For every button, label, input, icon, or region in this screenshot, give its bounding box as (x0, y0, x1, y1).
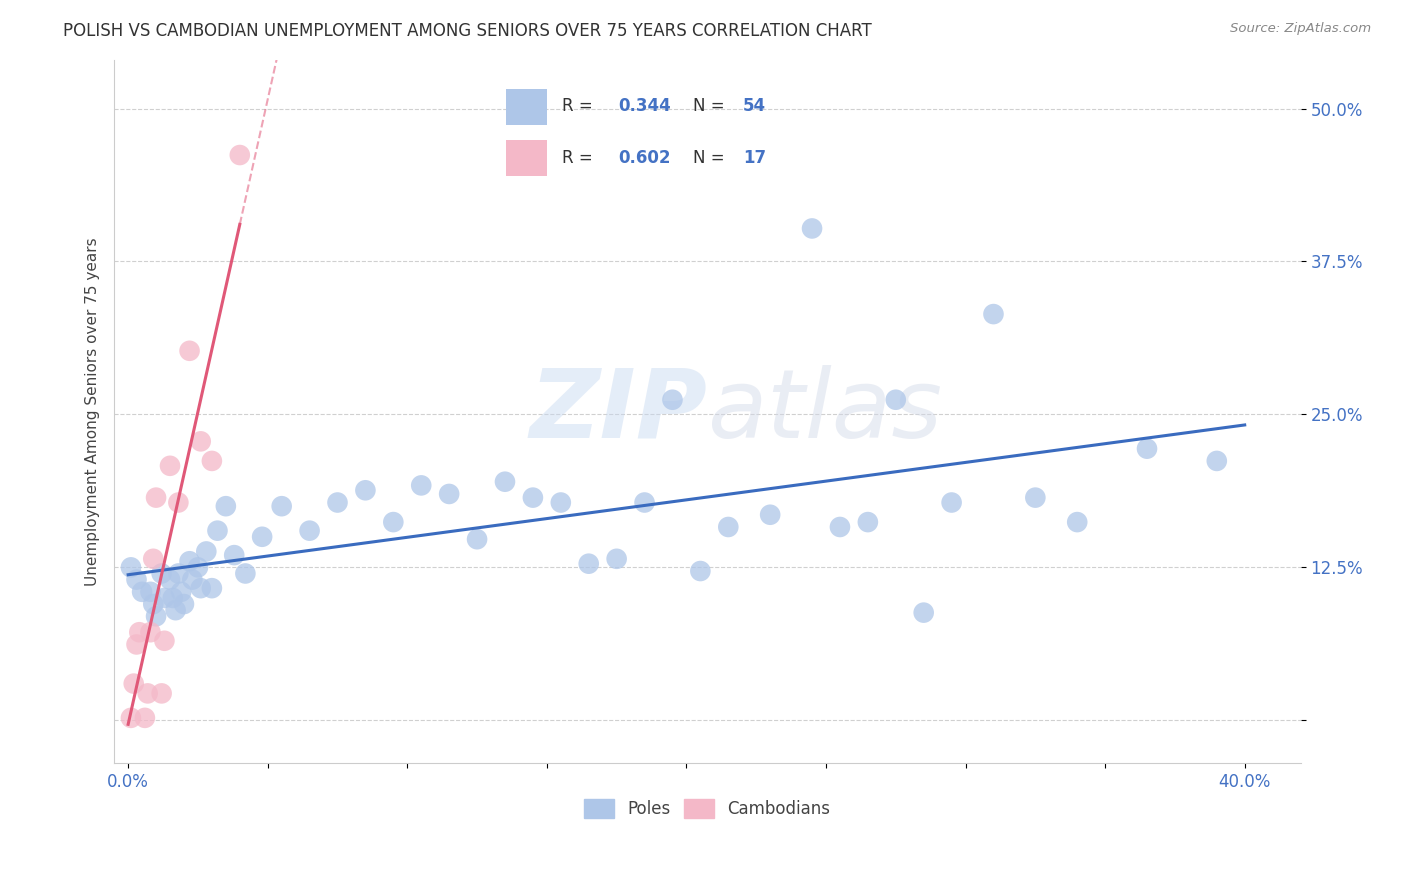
Point (153, 591, 176, 605)
Text: Source: ZipAtlas.com: Source: ZipAtlas.com (1230, 22, 1371, 36)
Point (759, 508, 782, 522)
Point (215, 499, 238, 513)
Legend: Poles, Cambodians: Poles, Cambodians (578, 793, 837, 825)
Point (128, 625, 150, 640)
Point (201, 454, 224, 468)
Point (689, 564, 711, 578)
Point (136, 686, 159, 700)
Point (150, 686, 173, 700)
Point (411, 478, 433, 492)
Point (1205, 454, 1227, 468)
Point (941, 495, 963, 509)
Point (250, 530, 273, 544)
Point (139, 584, 162, 599)
Point (326, 495, 349, 509)
Point (229, 148, 252, 162)
Point (190, 581, 212, 595)
Point (181, 573, 204, 587)
Point (578, 557, 600, 571)
Text: atlas: atlas (707, 365, 942, 458)
Point (125, 637, 148, 651)
Point (235, 566, 257, 581)
Point (153, 633, 176, 648)
Point (195, 544, 218, 558)
Point (120, 711, 142, 725)
Point (159, 573, 181, 587)
Point (125, 573, 148, 587)
Point (912, 606, 935, 620)
Point (801, 221, 824, 235)
Point (122, 676, 145, 690)
Point (298, 524, 321, 538)
Point (1024, 491, 1046, 505)
Point (661, 392, 683, 407)
Point (187, 560, 209, 574)
Text: ZIP: ZIP (530, 365, 707, 458)
Point (224, 548, 246, 562)
Point (139, 625, 162, 640)
Point (131, 584, 153, 599)
Point (167, 495, 190, 509)
Point (494, 475, 516, 489)
Point (167, 566, 190, 581)
Point (884, 392, 907, 407)
Point (179, 343, 201, 358)
Point (190, 434, 212, 449)
Text: POLISH VS CAMBODIAN UNEMPLOYMENT AMONG SENIORS OVER 75 YEARS CORRELATION CHART: POLISH VS CAMBODIAN UNEMPLOYMENT AMONG S… (63, 22, 872, 40)
Point (550, 495, 572, 509)
Point (150, 566, 173, 581)
Point (354, 483, 377, 498)
Point (142, 597, 165, 611)
Point (162, 591, 184, 605)
Point (437, 487, 460, 501)
Point (170, 584, 193, 599)
Point (165, 603, 187, 617)
Point (207, 524, 229, 538)
Point (633, 495, 655, 509)
Point (120, 560, 142, 574)
Point (142, 551, 165, 566)
Point (179, 554, 201, 568)
Point (983, 307, 1005, 321)
Point (159, 458, 181, 473)
Point (1066, 515, 1088, 529)
Point (201, 581, 224, 595)
Point (856, 515, 879, 529)
Point (465, 533, 488, 547)
Point (522, 491, 544, 505)
Point (145, 491, 167, 505)
Point (134, 711, 156, 725)
Point (717, 520, 740, 534)
Point (382, 515, 405, 529)
Point (1136, 442, 1159, 456)
Point (173, 597, 195, 611)
Point (270, 499, 292, 513)
Point (145, 609, 167, 624)
Point (606, 551, 628, 566)
Y-axis label: Unemployment Among Seniors over 75 years: Unemployment Among Seniors over 75 years (86, 237, 100, 586)
Point (828, 520, 851, 534)
